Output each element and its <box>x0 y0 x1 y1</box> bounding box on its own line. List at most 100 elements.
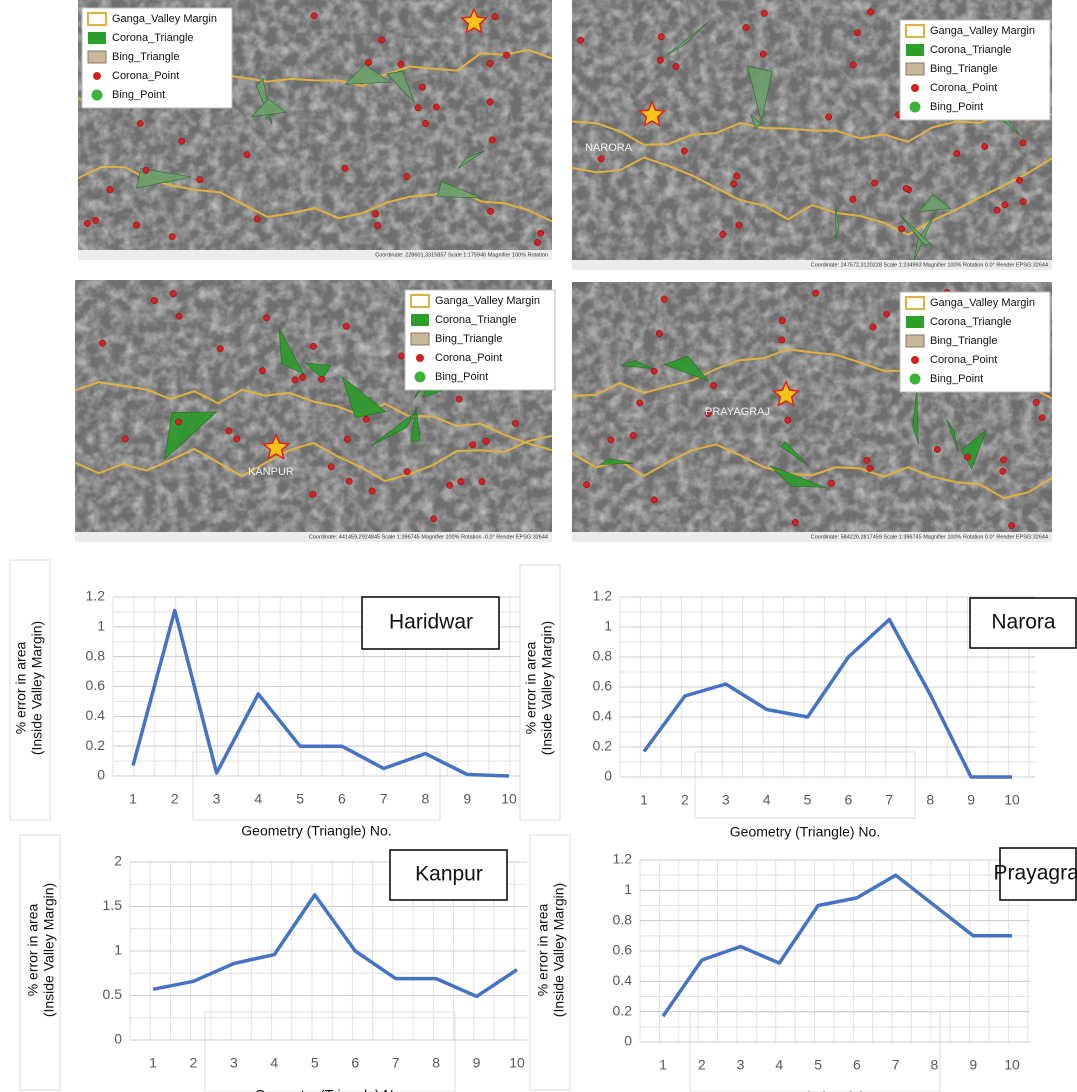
y-tick-label: 0.4 <box>613 972 633 988</box>
point <box>254 216 260 222</box>
point <box>143 167 149 173</box>
x-tick-label: 10 <box>501 791 517 807</box>
legend-label: Bing_Point <box>112 89 165 101</box>
point <box>483 438 489 444</box>
x-tick-label: 7 <box>892 1057 900 1073</box>
point <box>343 323 349 329</box>
point <box>179 138 185 144</box>
point <box>1020 140 1026 146</box>
legend-symbol <box>411 333 429 345</box>
legend-label: Bing_Triangle <box>930 335 997 347</box>
y-tick-label: 0 <box>97 767 105 783</box>
figure: Coordinate: 228601,3315857 Scale 1:17594… <box>0 0 1077 1092</box>
x-tick-label: 3 <box>213 791 221 807</box>
point <box>310 343 316 349</box>
point <box>964 454 970 460</box>
x-tick-label: 2 <box>171 791 179 807</box>
point <box>630 432 636 438</box>
point <box>512 420 518 426</box>
y-tick-label: 0.2 <box>613 1002 633 1018</box>
point <box>503 52 509 58</box>
legend-label: Ganga_Valley Margin <box>930 25 1035 37</box>
legend-label: Bing_Point <box>435 371 488 383</box>
point <box>419 84 425 90</box>
legend-label: Ganga_Valley Margin <box>930 297 1035 309</box>
point <box>292 377 298 383</box>
legend-label: Corona_Triangle <box>930 44 1012 56</box>
point <box>864 457 870 463</box>
y-tick-label: 1.2 <box>613 851 633 867</box>
point <box>372 211 378 217</box>
x-tick-label: 8 <box>931 1057 939 1073</box>
y-tick-label: 0 <box>114 1031 122 1047</box>
y-tick-label: 0.2 <box>86 737 106 753</box>
point <box>122 436 128 442</box>
x-tick-label: 6 <box>853 1057 861 1073</box>
point <box>854 30 860 36</box>
y-tick-label: 1 <box>624 881 632 897</box>
chart-title: Kanpur <box>415 863 483 886</box>
y-tick-label: 0.4 <box>86 707 106 723</box>
y-tick-label: 1.5 <box>103 897 123 913</box>
point <box>399 353 405 359</box>
point <box>883 311 889 317</box>
point <box>1002 202 1008 208</box>
legend-label: Corona_Point <box>930 82 997 94</box>
x-tick-label: 1 <box>129 791 137 807</box>
legend-symbol <box>415 372 426 383</box>
legend-label: Bing_Point <box>930 101 983 113</box>
point <box>404 469 410 475</box>
legend-symbol <box>911 84 919 92</box>
point <box>870 324 876 330</box>
y-tick-label: 0.8 <box>613 911 633 927</box>
point <box>404 173 410 179</box>
x-tick-label: 6 <box>845 792 853 808</box>
x-tick-label: 2 <box>698 1057 706 1073</box>
point <box>608 437 614 443</box>
y-tick-label: 1.2 <box>593 588 613 604</box>
point <box>867 465 873 471</box>
page: Coordinate: 228601,3315857 Scale 1:17594… <box>0 0 1077 1092</box>
x-tick-label: 3 <box>737 1057 745 1073</box>
x-tick-label: 3 <box>722 792 730 808</box>
place-label: NARORA <box>585 142 633 154</box>
point <box>310 491 316 497</box>
map-panel: NARORACoordinate: 247572,3120228 Scale 1… <box>572 0 1052 270</box>
y-axis-label: (Inside Valley Margin) <box>551 883 567 1017</box>
legend-symbol <box>906 63 924 75</box>
legend-symbol <box>88 51 106 63</box>
point <box>422 120 428 126</box>
point <box>175 419 181 425</box>
point <box>415 105 421 111</box>
legend-symbol <box>88 32 106 44</box>
chart-title: Prayagraj <box>994 862 1077 885</box>
y-tick-label: 0.6 <box>593 678 613 694</box>
data-line <box>153 895 517 997</box>
y-axis-label: % error in area <box>523 641 539 734</box>
legend-label: Bing_Triangle <box>112 51 179 63</box>
point <box>577 37 583 43</box>
status-text: Coordinate: 228601,3315857 Scale 1:17594… <box>375 252 548 258</box>
legend-label: Corona_Triangle <box>930 316 1012 328</box>
point <box>720 231 726 237</box>
point <box>84 220 90 226</box>
point <box>1033 399 1039 405</box>
legend-label: Corona_Triangle <box>435 314 517 326</box>
point <box>661 296 667 302</box>
legend-label: Corona_Point <box>435 352 502 364</box>
point <box>487 99 493 105</box>
place-label: KANPUR <box>248 466 294 478</box>
legend-label: Bing_Point <box>930 373 983 385</box>
x-tick-label: 1 <box>149 1055 157 1071</box>
y-tick-label: 0.5 <box>103 986 123 1002</box>
y-axis-label: % error in area <box>535 903 551 996</box>
legend-symbol <box>910 102 921 113</box>
point <box>825 114 831 120</box>
x-tick-label: 4 <box>763 792 771 808</box>
legend-symbol <box>911 356 919 364</box>
point <box>1000 457 1006 463</box>
x-label-box <box>205 1012 455 1092</box>
point <box>598 156 604 162</box>
point <box>487 208 493 214</box>
point <box>656 330 662 336</box>
